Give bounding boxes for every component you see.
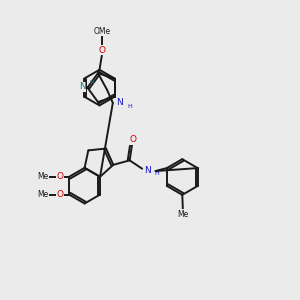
Text: H: H <box>90 80 94 85</box>
Text: OMe: OMe <box>94 27 111 36</box>
Text: Me: Me <box>177 210 188 219</box>
Text: H: H <box>128 104 132 109</box>
Text: O: O <box>99 46 106 55</box>
Text: O: O <box>129 135 136 144</box>
Text: Me: Me <box>38 190 49 199</box>
Text: N: N <box>144 166 151 175</box>
Text: N: N <box>79 82 86 91</box>
Text: N: N <box>116 98 123 107</box>
Text: Me: Me <box>38 172 49 181</box>
Text: O: O <box>57 190 64 199</box>
Text: O: O <box>57 172 64 181</box>
Text: H: H <box>154 171 159 176</box>
